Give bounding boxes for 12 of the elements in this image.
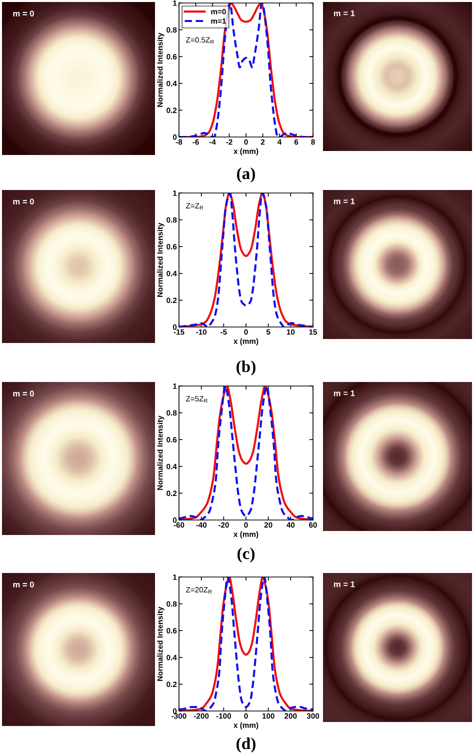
text: m = 1 <box>334 198 355 204</box>
text: (c) <box>237 547 255 563</box>
text: m = 1 <box>334 390 355 396</box>
text: m = 1 <box>334 10 355 16</box>
text: m = 0 <box>13 10 34 16</box>
text: (d) <box>236 737 256 753</box>
text: m = 0 <box>13 390 34 396</box>
text: m = 0 <box>13 198 34 204</box>
text: (b) <box>236 360 256 376</box>
text: m = 1 <box>334 581 355 588</box>
text: m = 0 <box>13 582 34 588</box>
text: (a) <box>237 167 255 183</box>
